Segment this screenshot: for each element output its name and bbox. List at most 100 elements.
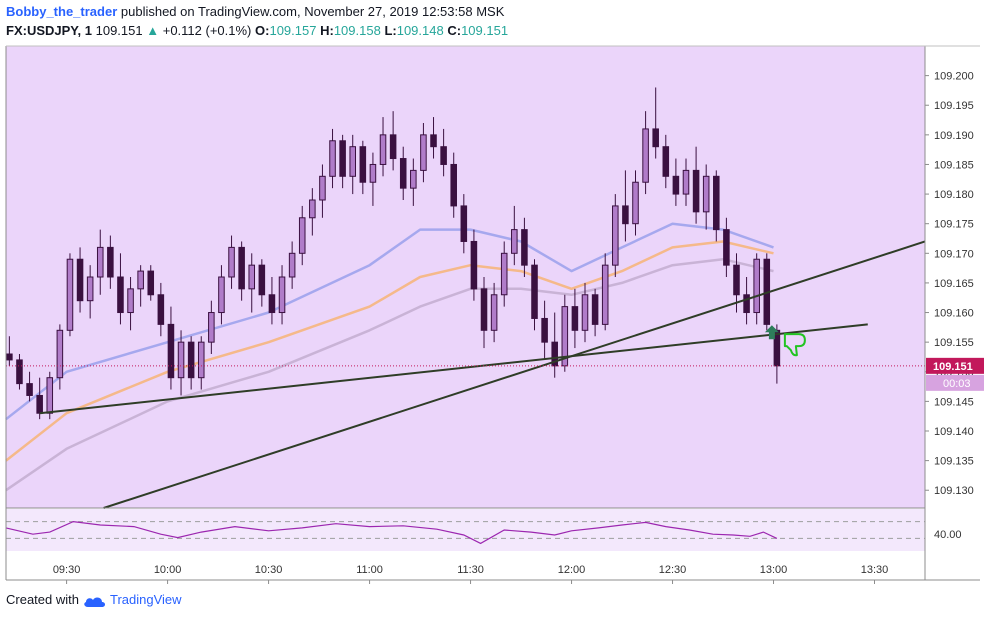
oscillator-tick: 40.00 <box>934 529 962 541</box>
price-tick-label: 109.185 <box>934 159 974 171</box>
price-tick-label: 109.160 <box>934 308 974 320</box>
candle <box>278 265 286 325</box>
trendline <box>39 323 868 415</box>
candle <box>440 128 447 177</box>
candle <box>672 158 680 206</box>
trendline <box>103 240 926 509</box>
candle <box>682 158 690 206</box>
oscillator <box>5 520 925 545</box>
candle-body <box>248 264 256 290</box>
candles <box>6 87 781 420</box>
candle <box>420 123 427 183</box>
candle-body <box>652 128 659 148</box>
annotation-marks <box>764 325 806 357</box>
candle-body <box>430 134 437 148</box>
candle <box>500 241 508 307</box>
candle <box>571 288 579 349</box>
close-label: C: <box>447 23 462 38</box>
time-tick-label: 13:00 <box>760 564 788 576</box>
time-tick-label: 10:30 <box>255 564 283 576</box>
candle-body <box>541 317 548 343</box>
candle-body <box>6 353 13 361</box>
candle <box>743 277 750 325</box>
candle <box>410 158 417 206</box>
candle <box>96 229 104 295</box>
indicator-pane-background <box>6 509 925 551</box>
candle-body <box>511 229 518 254</box>
author-link[interactable]: Bobby_the_trader <box>6 4 118 19</box>
candle <box>117 253 124 325</box>
countdown-badge-bg <box>926 374 984 391</box>
candle <box>66 253 74 337</box>
candle-body <box>753 258 760 314</box>
candle-body <box>16 359 23 385</box>
candle-body <box>480 288 488 331</box>
candle <box>208 300 215 354</box>
thumbs-down-icon <box>783 333 806 357</box>
candle-body <box>56 329 64 379</box>
candle-body <box>743 294 750 314</box>
candle-body <box>26 383 33 396</box>
candle <box>177 330 185 396</box>
candle-body <box>369 163 377 183</box>
candle <box>753 253 760 325</box>
candle-body <box>581 294 589 331</box>
tradingview-brand-link[interactable]: TradingView <box>110 592 182 607</box>
moving-average-line <box>5 240 774 462</box>
candle-body <box>177 341 185 379</box>
candle <box>147 265 155 301</box>
candle-body <box>379 134 387 165</box>
moving-average-line <box>5 257 774 492</box>
candle <box>561 294 569 372</box>
candle-body <box>713 175 720 231</box>
candle-body <box>86 276 94 302</box>
candle-body <box>723 229 730 266</box>
candle <box>490 282 498 343</box>
candle <box>86 265 94 319</box>
candle <box>480 277 488 349</box>
candle-body <box>137 270 144 290</box>
candle-body <box>329 140 336 177</box>
open-label: O: <box>255 23 270 38</box>
candle <box>591 288 599 337</box>
candle <box>581 282 589 343</box>
candle <box>228 235 235 289</box>
candle <box>359 140 367 195</box>
candle <box>309 188 316 236</box>
candle <box>288 241 296 289</box>
candle <box>702 164 710 230</box>
candle-body <box>682 169 690 195</box>
candle <box>541 300 548 360</box>
chart-header: Bobby_the_trader published on TradingVie… <box>6 4 976 44</box>
last-price: 109.151 <box>95 23 143 38</box>
candle <box>127 277 134 331</box>
candle-body <box>551 341 558 367</box>
candle <box>369 152 377 206</box>
candle <box>713 170 720 242</box>
candle <box>248 253 256 313</box>
candle-body <box>298 217 306 254</box>
candle <box>218 265 225 325</box>
candle <box>268 277 276 325</box>
candle-body <box>773 329 781 367</box>
candle-body <box>147 270 155 296</box>
trendlines[interactable] <box>39 240 926 509</box>
candle-body <box>309 199 316 219</box>
candle-body <box>389 134 397 160</box>
candle <box>157 282 165 337</box>
candle <box>187 336 195 390</box>
candle-body <box>601 264 609 325</box>
candle <box>622 170 629 242</box>
candle-body <box>359 146 367 183</box>
candle <box>652 87 659 159</box>
candle-body <box>692 169 700 213</box>
candle-body <box>702 175 710 213</box>
candle <box>601 253 609 331</box>
candle-body <box>460 205 468 242</box>
price-tick-label: 109.140 <box>934 426 974 438</box>
price-change: +0.112 (+0.1%) <box>162 23 252 38</box>
candle <box>298 205 306 266</box>
candle-body <box>107 246 114 278</box>
candle <box>167 306 175 390</box>
